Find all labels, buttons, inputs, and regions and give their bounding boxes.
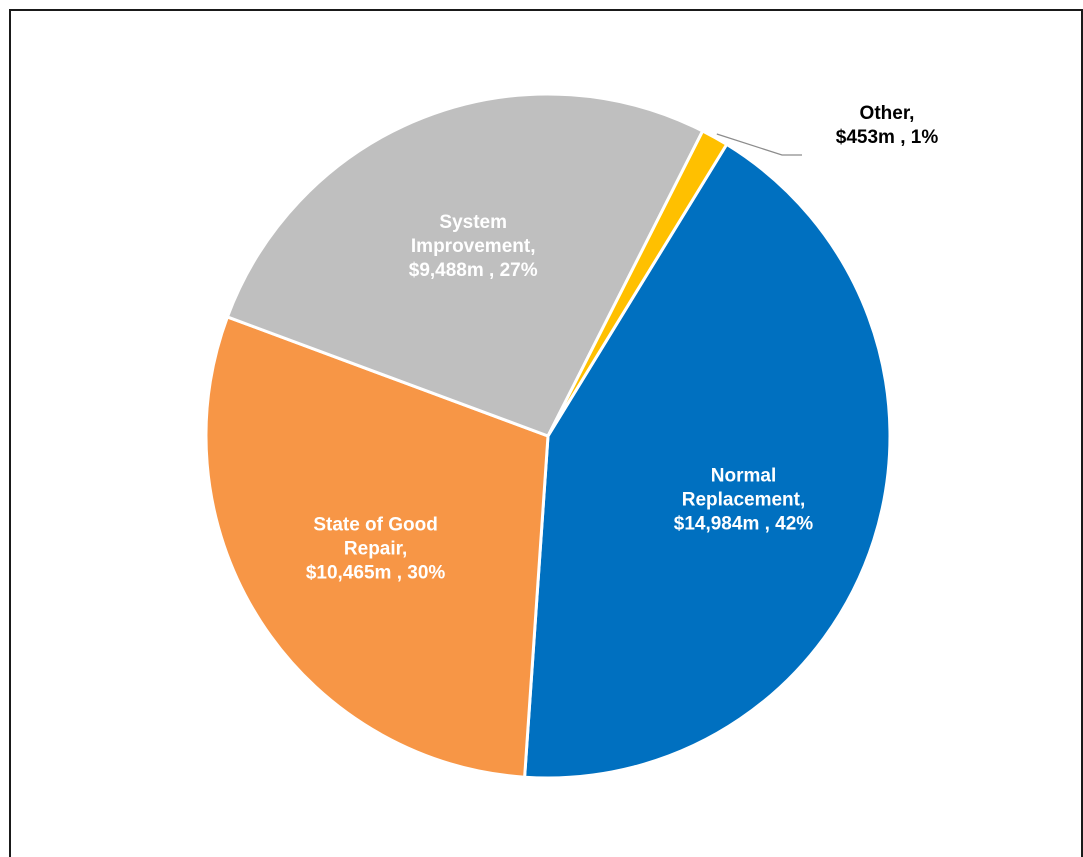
data-label-line: System (439, 212, 507, 233)
pie-slice-normal-replacement (523, 142, 892, 780)
pie-slices (204, 92, 892, 780)
data-label-line: $14,984m , 42% (674, 513, 814, 534)
data-label-normal-replacement: Normal Replacement, $14,984m , 42% (674, 465, 814, 534)
leader-line-other (716, 133, 802, 156)
data-label-other: Other, $453m , 1% (836, 103, 939, 148)
data-label-line: Normal (711, 465, 776, 486)
data-label-line: Improvement, (411, 236, 536, 257)
data-label-line: $9,488m , 27% (409, 260, 538, 281)
pie-slice-state-of-good-repair (204, 315, 550, 779)
chart-frame (9, 9, 1083, 857)
data-label-system-improvement: System Improvement, $9,488m , 27% (409, 212, 538, 281)
data-label-state-of-good-repair: State of Good Repair, $10,465m , 30% (306, 514, 446, 583)
data-labels: Normal Replacement, $14,984m , 42% State of… (306, 103, 938, 583)
data-label-line: State of Good (313, 514, 438, 535)
data-label-line: $453m , 1% (836, 127, 939, 148)
pie-slice-other (546, 129, 729, 438)
data-label-line: Other, (860, 103, 915, 124)
data-label-line: Repair, (344, 538, 407, 559)
data-label-line: Replacement, (682, 489, 806, 510)
data-label-line: $10,465m , 30% (306, 562, 446, 583)
pie-slice-system-improvement (225, 92, 705, 438)
leader-lines (716, 133, 802, 156)
